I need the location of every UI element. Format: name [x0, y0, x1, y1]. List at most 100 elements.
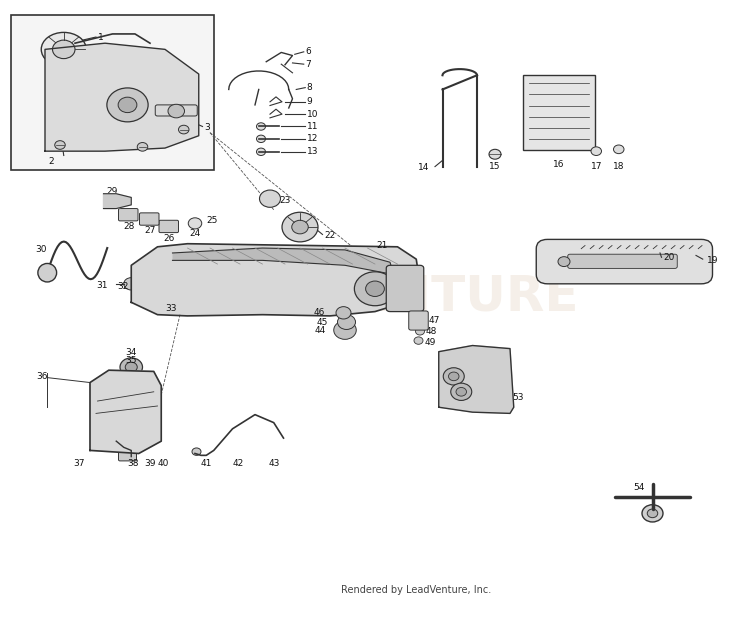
Text: Rendered by LeadVenture, Inc.: Rendered by LeadVenture, Inc.	[341, 586, 491, 595]
Text: 34: 34	[125, 349, 137, 357]
Text: 38: 38	[128, 460, 140, 468]
Circle shape	[141, 284, 152, 292]
Text: 15: 15	[489, 162, 501, 171]
Circle shape	[443, 368, 464, 385]
Circle shape	[448, 372, 459, 381]
Text: 46: 46	[314, 308, 325, 317]
Text: 39: 39	[144, 460, 156, 468]
Circle shape	[334, 321, 356, 339]
Circle shape	[642, 505, 663, 522]
Circle shape	[456, 387, 466, 396]
Text: 33: 33	[165, 304, 176, 313]
Ellipse shape	[292, 220, 308, 234]
Ellipse shape	[366, 281, 384, 296]
Circle shape	[489, 149, 501, 159]
Text: 54: 54	[634, 483, 645, 492]
Ellipse shape	[53, 40, 75, 59]
Circle shape	[336, 307, 351, 319]
Circle shape	[451, 383, 472, 400]
Text: 11: 11	[307, 122, 318, 131]
Ellipse shape	[260, 190, 280, 207]
FancyBboxPatch shape	[162, 291, 176, 305]
Text: 🔥: 🔥	[348, 265, 372, 303]
Circle shape	[482, 400, 491, 408]
Text: 41: 41	[200, 460, 212, 468]
FancyBboxPatch shape	[159, 220, 178, 233]
Text: 24: 24	[189, 230, 200, 238]
Text: 51: 51	[496, 366, 508, 375]
Polygon shape	[45, 43, 199, 151]
Text: 27: 27	[144, 226, 156, 235]
Text: 21: 21	[376, 241, 388, 250]
Text: 52: 52	[496, 376, 508, 385]
Ellipse shape	[282, 212, 318, 242]
Text: 3: 3	[204, 123, 210, 132]
FancyBboxPatch shape	[140, 213, 159, 225]
Text: 40: 40	[158, 460, 170, 468]
Text: 17: 17	[590, 162, 602, 171]
Circle shape	[470, 400, 478, 408]
Circle shape	[137, 143, 148, 151]
Ellipse shape	[41, 33, 86, 67]
Circle shape	[338, 315, 356, 329]
Text: 22: 22	[324, 231, 335, 240]
Text: 28: 28	[123, 222, 135, 231]
Text: 45: 45	[316, 318, 328, 326]
Text: 14: 14	[418, 164, 429, 172]
Text: 36: 36	[36, 372, 47, 381]
Text: 53: 53	[512, 394, 523, 402]
Text: 30: 30	[35, 246, 46, 254]
Ellipse shape	[107, 88, 148, 122]
Circle shape	[474, 368, 482, 375]
Ellipse shape	[168, 104, 184, 118]
Circle shape	[124, 278, 139, 290]
FancyBboxPatch shape	[155, 105, 197, 116]
Circle shape	[647, 509, 658, 518]
Text: 29: 29	[106, 187, 118, 196]
Text: 10: 10	[307, 110, 318, 118]
Text: 13: 13	[307, 147, 318, 156]
Circle shape	[256, 135, 265, 143]
Text: 37: 37	[73, 460, 85, 468]
Polygon shape	[131, 244, 420, 316]
Text: 31: 31	[96, 281, 107, 290]
Text: 32: 32	[118, 283, 129, 291]
Text: 8: 8	[307, 83, 313, 92]
Text: 12: 12	[307, 135, 318, 143]
Circle shape	[614, 145, 624, 154]
Text: 47: 47	[429, 317, 440, 325]
Polygon shape	[439, 346, 514, 413]
Circle shape	[256, 123, 265, 130]
FancyBboxPatch shape	[536, 239, 712, 284]
Text: 16: 16	[553, 160, 565, 168]
Circle shape	[414, 337, 423, 344]
Text: 19: 19	[706, 256, 718, 265]
Text: 50: 50	[496, 357, 508, 365]
Circle shape	[256, 148, 265, 155]
Ellipse shape	[38, 263, 57, 282]
Text: 23: 23	[280, 196, 291, 205]
Text: 43: 43	[268, 460, 280, 468]
Circle shape	[120, 358, 142, 376]
Text: 26: 26	[164, 234, 176, 242]
Circle shape	[474, 359, 482, 365]
Text: LEADVENTURE: LEADVENTURE	[171, 272, 579, 320]
Ellipse shape	[354, 271, 396, 305]
Text: 18: 18	[613, 162, 625, 171]
Text: 1: 1	[98, 33, 104, 41]
FancyBboxPatch shape	[568, 254, 677, 268]
Circle shape	[457, 400, 466, 408]
Text: 35: 35	[125, 357, 137, 365]
Circle shape	[416, 328, 424, 335]
Polygon shape	[172, 248, 394, 275]
Text: 20: 20	[664, 254, 675, 262]
Circle shape	[444, 400, 453, 408]
Circle shape	[192, 448, 201, 455]
Polygon shape	[104, 194, 131, 209]
Text: 7: 7	[305, 60, 311, 68]
Ellipse shape	[188, 218, 202, 229]
Text: 6: 6	[305, 48, 311, 56]
Text: 49: 49	[424, 338, 436, 347]
Text: 44: 44	[315, 326, 326, 334]
Text: 48: 48	[425, 328, 436, 336]
